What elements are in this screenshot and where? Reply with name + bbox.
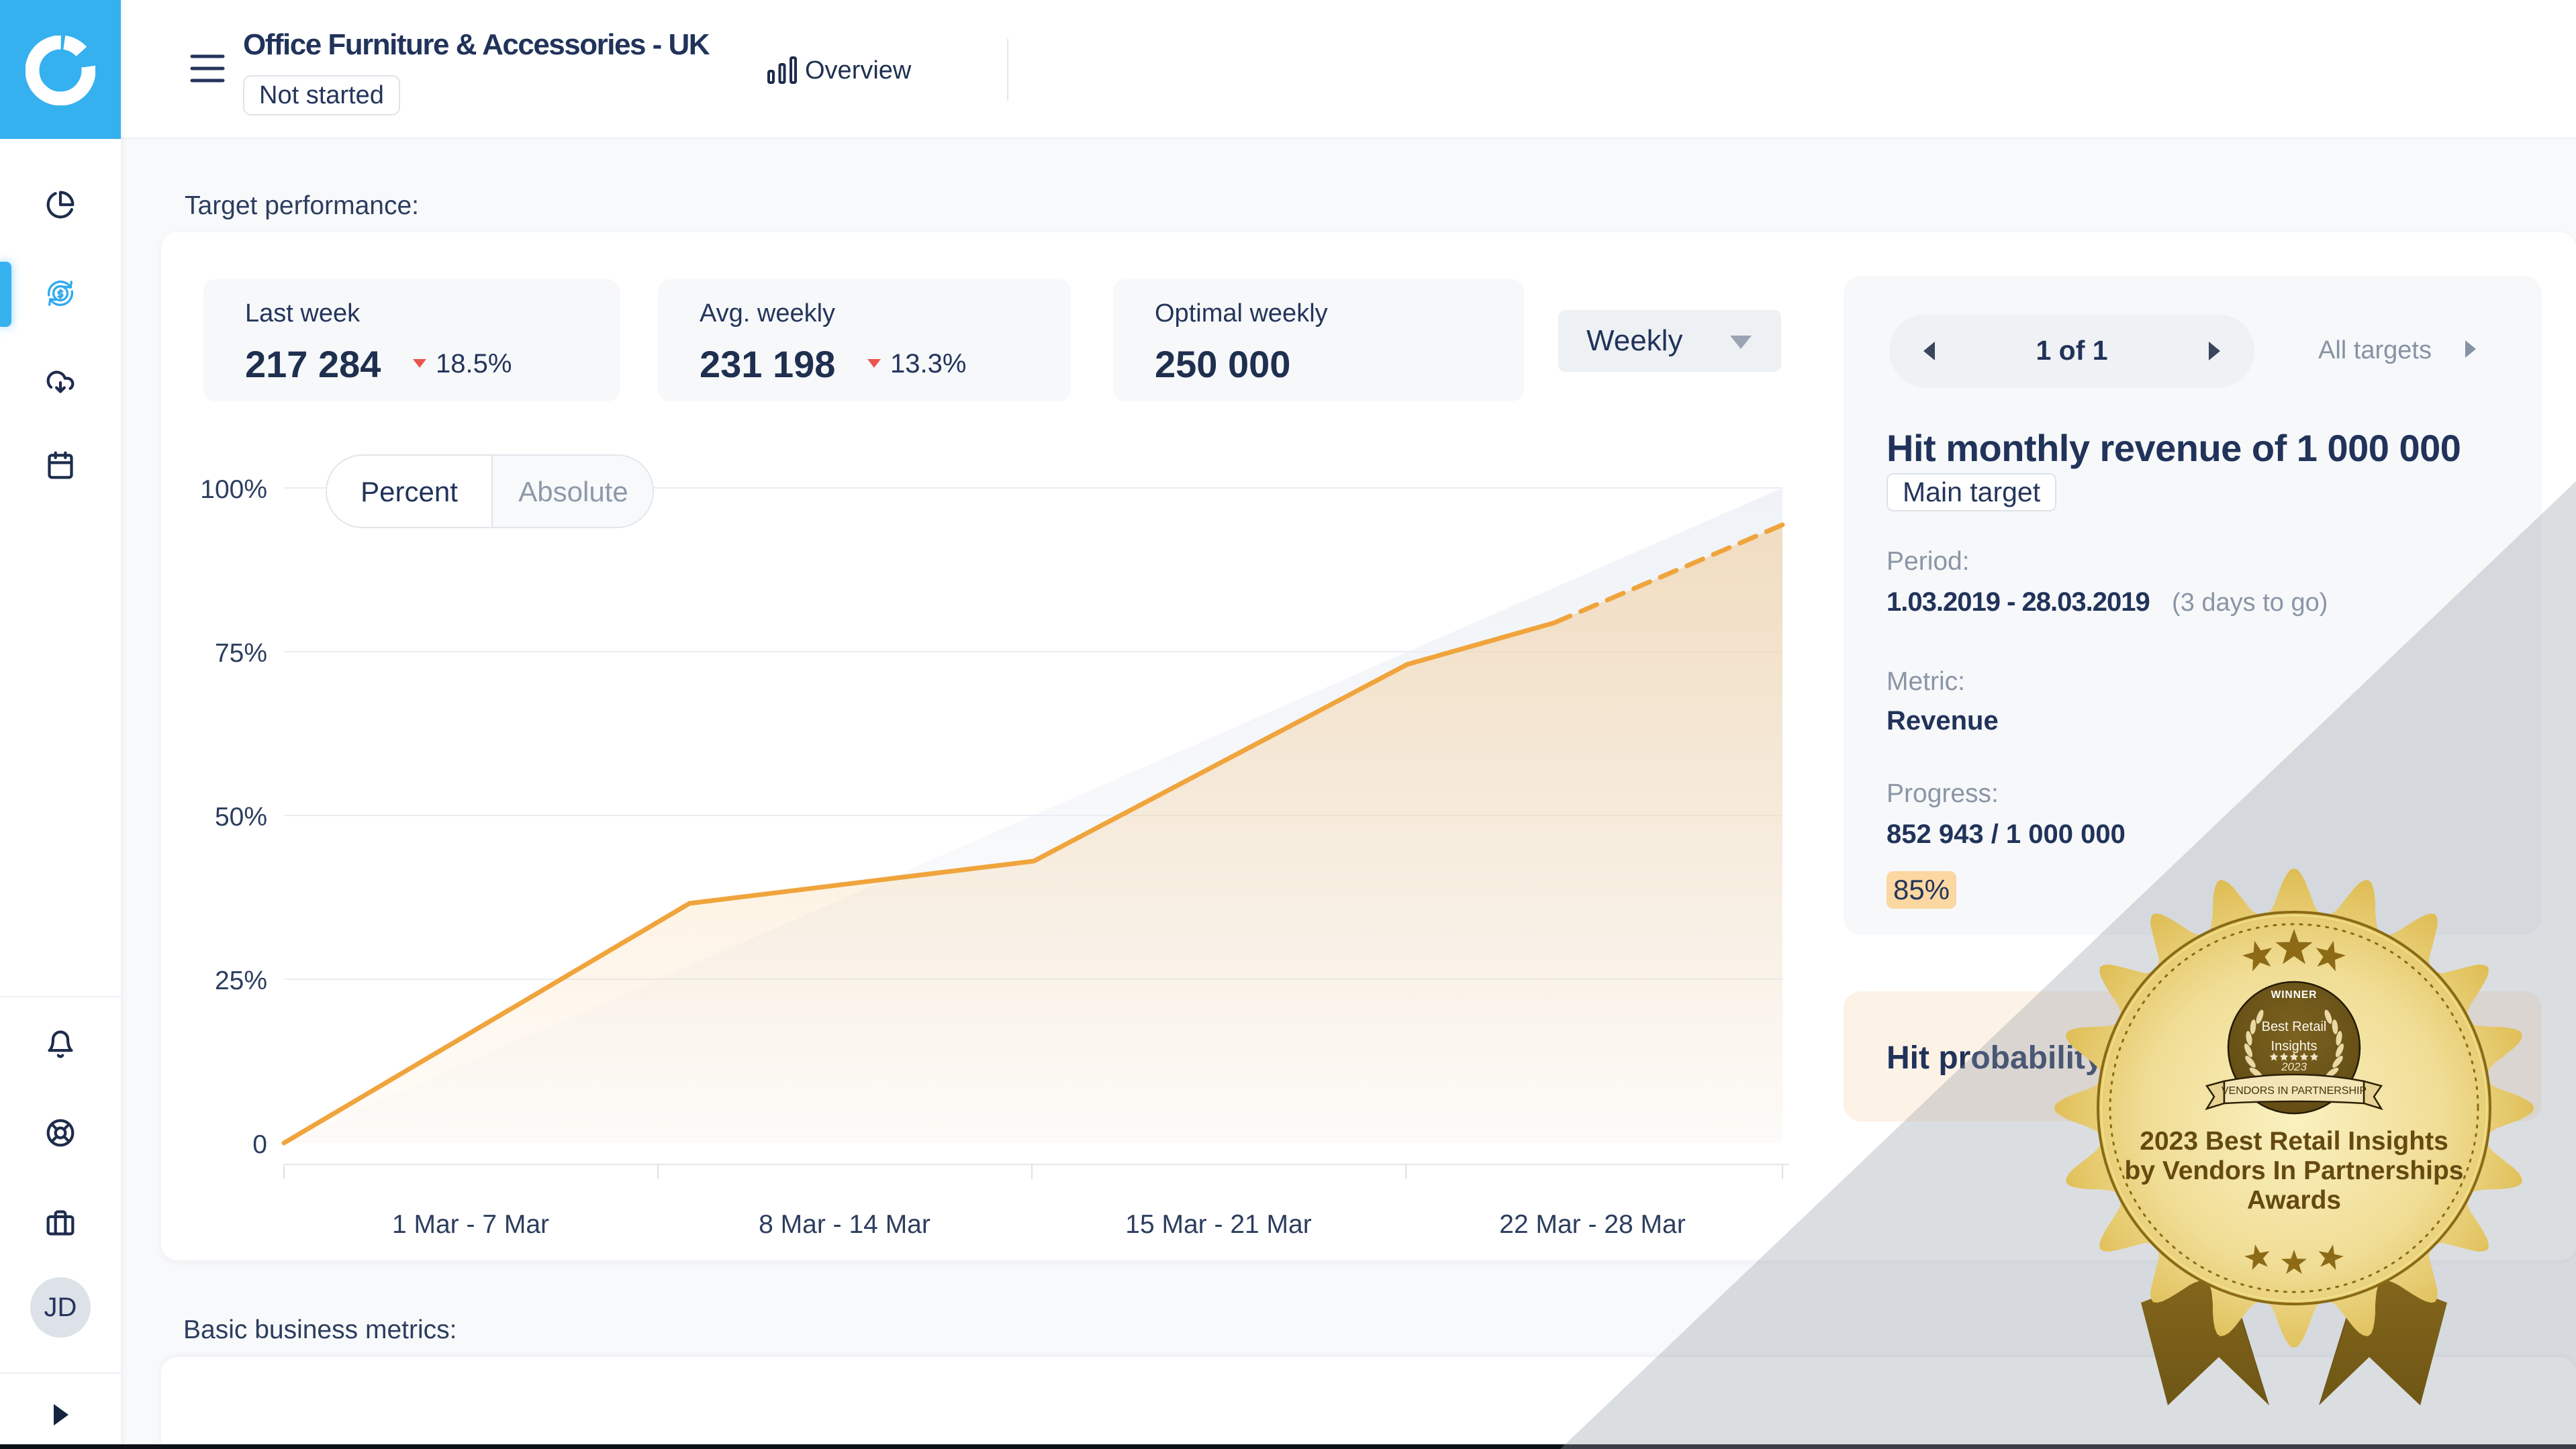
svg-text:8 Mar - 14 Mar: 8 Mar - 14 Mar <box>759 1210 931 1239</box>
svg-text:Awards: Awards <box>2247 1186 2341 1215</box>
svg-text:22 Mar - 28 Mar: 22 Mar - 28 Mar <box>1499 1210 1685 1239</box>
svg-text:Best Retail: Best Retail <box>2262 1019 2327 1034</box>
svg-text:25%: 25% <box>215 966 267 995</box>
svg-text:VENDORS IN PARTNERSHIP: VENDORS IN PARTNERSHIP <box>2222 1085 2367 1097</box>
svg-text:100%: 100% <box>200 475 267 504</box>
svg-text:WINNER: WINNER <box>2271 989 2318 1001</box>
svg-text:2023: 2023 <box>2281 1060 2307 1073</box>
svg-text:50%: 50% <box>215 803 267 832</box>
svg-text:Insights: Insights <box>2271 1039 2318 1054</box>
svg-text:2023 Best Retail Insights: 2023 Best Retail Insights <box>2140 1127 2448 1156</box>
svg-text:1 Mar - 7 Mar: 1 Mar - 7 Mar <box>392 1210 549 1239</box>
svg-text:15 Mar - 21 Mar: 15 Mar - 21 Mar <box>1125 1210 1311 1239</box>
svg-text:0: 0 <box>252 1130 267 1159</box>
svg-text:by Vendors In Partnerships: by Vendors In Partnerships <box>2125 1156 2464 1185</box>
svg-text:75%: 75% <box>215 639 267 668</box>
